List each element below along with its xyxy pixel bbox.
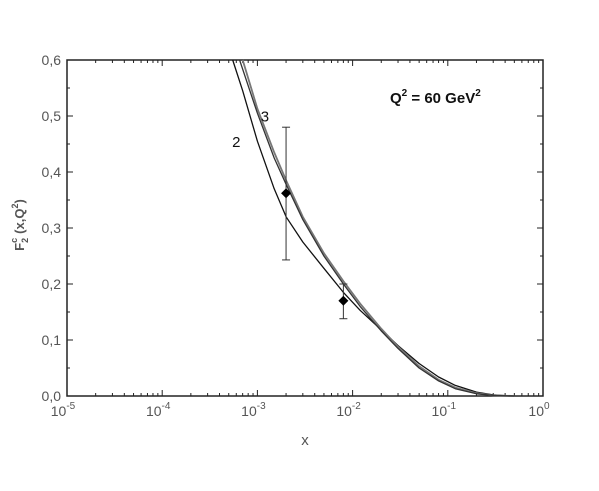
y-tick-label: 0,4: [42, 164, 62, 180]
curve-label-3: 3: [261, 109, 269, 126]
y-axis-title: F2c(x,Q2): [9, 199, 30, 251]
y-tick-label: 0,2: [42, 276, 62, 292]
y-tick-label: 0,3: [42, 220, 62, 236]
y-tick-label: 0,6: [42, 52, 62, 68]
x-tick-label: 100: [528, 401, 550, 419]
y-axis-title-sub: 2: [20, 238, 30, 243]
y-axis-title-args-sup: 2: [10, 204, 20, 209]
q2-annotation-mid: = 60 GeV: [407, 90, 475, 107]
y-axis-title-main: F: [12, 243, 27, 251]
data-points: [281, 126, 349, 320]
x-tick-label: 10-3: [241, 401, 266, 419]
curve-series-2: [232, 59, 511, 397]
plot-frame: [66, 59, 544, 397]
curve-label-2: 2: [232, 134, 240, 151]
y-axis-title-args-close: ): [12, 199, 27, 203]
x-tick-label: 10-1: [432, 401, 457, 419]
y-tick-label: 0,5: [42, 108, 62, 124]
x-tick-label: 10-2: [336, 401, 361, 419]
y-axis-title-args: (x,Q: [12, 209, 27, 234]
data-point-marker: [338, 295, 349, 306]
curve-labels: 32: [232, 109, 269, 151]
y-tick-label: 0,0: [42, 388, 62, 404]
q2-annotation-exp1: 2: [402, 88, 408, 99]
curves: [232, 59, 515, 397]
y-axis-ticks: 0,0 0,1 0,2 0,3 0,4 0,5 0,6: [42, 52, 543, 404]
x-tick-label: 10-5: [51, 401, 76, 419]
x-axis-ticks: 10-5 10-4 10-3 10-2 10-1 100: [51, 60, 550, 419]
y-axis-title-sup: c: [9, 238, 19, 243]
curve-series-3: [241, 59, 515, 397]
curve-series-unlabeled-2: [238, 59, 515, 397]
x-tick-label: 10-4: [146, 401, 171, 419]
q2-annotation-exp2: 2: [475, 88, 481, 99]
q2-annotation: Q2 = 60 GeV2: [390, 88, 481, 107]
q2-annotation-base: Q: [390, 90, 402, 107]
data-point-marker: [281, 188, 292, 199]
y-tick-label: 0,1: [42, 332, 62, 348]
x-axis-title: x: [301, 432, 309, 449]
